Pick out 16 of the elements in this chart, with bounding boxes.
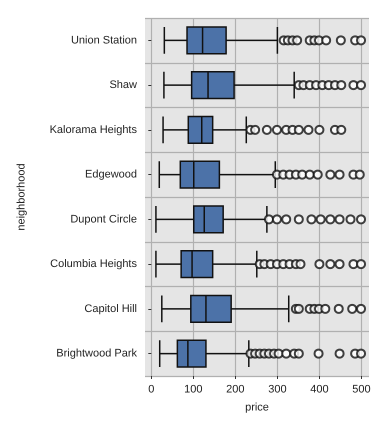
y-tick-label: Dupont Circle — [70, 213, 137, 226]
x-axis-title: price — [245, 402, 269, 414]
x-tick-label: 100 — [184, 384, 203, 396]
y-tick-label: Kalorama Heights — [50, 124, 138, 136]
y-tick-label: Columbia Heights — [50, 258, 138, 270]
x-tick-label: 0 — [148, 384, 154, 396]
y-tick-label: Edgewood — [85, 168, 137, 181]
y-tick-label: Brightwood Park — [56, 348, 138, 360]
x-tick-label: 300 — [268, 384, 287, 396]
x-tick-label: 200 — [226, 384, 245, 396]
x-tick-label: 500 — [352, 384, 371, 396]
y-tick-label: Union Station — [70, 34, 137, 46]
y-axis-title: neighborhood — [16, 163, 28, 231]
y-tick-label: Capitol Hill — [84, 302, 137, 315]
y-tick-label: Shaw — [109, 79, 138, 92]
x-tick-label: 400 — [310, 384, 329, 396]
